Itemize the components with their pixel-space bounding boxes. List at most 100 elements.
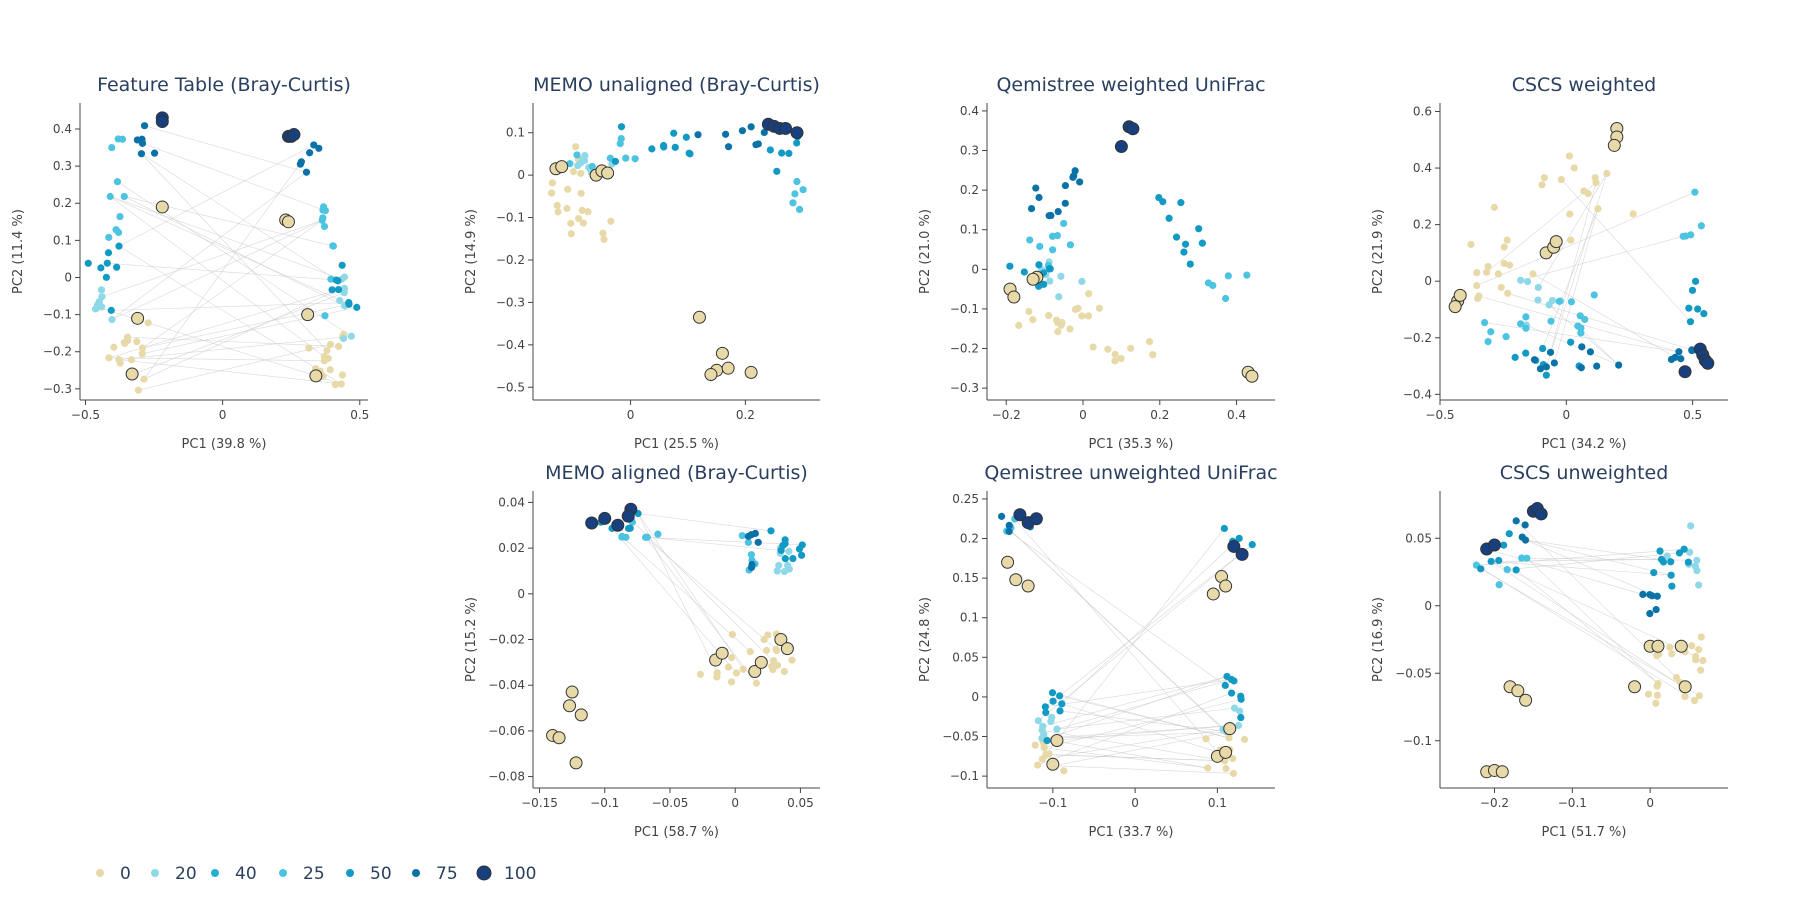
legend-item[interactable]: 50 xyxy=(346,864,392,884)
data-point xyxy=(1538,181,1546,189)
data-point xyxy=(1248,541,1256,549)
data-point xyxy=(94,303,102,311)
data-point xyxy=(1220,524,1228,533)
data-point xyxy=(1076,178,1084,186)
data-point xyxy=(1225,734,1233,742)
data-point xyxy=(105,354,113,362)
pair-link xyxy=(1486,182,1597,273)
pair-link xyxy=(1520,236,1684,281)
data-point xyxy=(1505,530,1513,538)
y-tick-label: −0.2 xyxy=(496,253,525,267)
data-point xyxy=(762,646,771,655)
pair-link xyxy=(1045,754,1225,762)
data-point xyxy=(1700,310,1708,318)
pair-link xyxy=(1561,179,1691,322)
data-point xyxy=(1186,260,1194,268)
data-point xyxy=(799,186,807,194)
y-tick-label: 0.05 xyxy=(952,650,979,664)
data-point xyxy=(127,356,136,364)
highlight-point xyxy=(1448,300,1462,314)
pair-link xyxy=(1538,173,1608,288)
data-point xyxy=(1055,293,1063,301)
data-point xyxy=(1652,699,1660,707)
pair-link xyxy=(111,220,323,320)
data-point xyxy=(1057,272,1065,280)
pair-link xyxy=(118,144,314,247)
highlight-point xyxy=(301,308,315,322)
pair-link xyxy=(127,336,339,347)
data-point xyxy=(110,343,118,351)
data-point xyxy=(1594,205,1602,213)
pair-link xyxy=(637,513,718,673)
highlight-point xyxy=(1219,579,1233,593)
x-axis-label: PC1 (25.5 %) xyxy=(634,437,719,452)
panel-title: Qemistree weighted UniFrac xyxy=(996,74,1265,96)
highlight-point xyxy=(774,633,788,646)
data-point xyxy=(1058,700,1066,708)
data-point xyxy=(1031,741,1039,749)
data-point xyxy=(1566,210,1574,218)
highlight-point xyxy=(721,361,735,375)
data-point xyxy=(1521,521,1529,529)
data-point xyxy=(338,261,346,269)
data-point xyxy=(713,673,721,681)
data-point xyxy=(1567,338,1575,346)
data-point xyxy=(1095,304,1103,312)
data-point xyxy=(1005,527,1013,536)
pair-link xyxy=(117,181,352,337)
legend-marker xyxy=(346,869,354,877)
data-point xyxy=(1672,673,1681,682)
data-point xyxy=(694,131,702,139)
data-point xyxy=(578,206,586,214)
data-point xyxy=(144,319,152,327)
highlight-point xyxy=(1453,288,1467,302)
legend: 0 20 40 25 50 75 100 xyxy=(96,864,536,884)
legend-item[interactable]: 0 xyxy=(96,864,131,884)
data-point xyxy=(140,375,148,383)
pcoa-panel-4: CSCS weighted −0.5 0 0.5 −0.4 −0.2 0 0.2 0.4 0.6 P… xyxy=(1371,74,1728,452)
y-tick-label: −0.2 xyxy=(43,345,72,359)
y-axis-label: PC2 (24.8 %) xyxy=(918,597,933,682)
data-point xyxy=(1500,259,1508,267)
highlight-point xyxy=(1678,680,1692,694)
pcoa-panel-3: Qemistree weighted UniFrac −0.2 0 0.2 0.4 −0.… xyxy=(918,74,1275,452)
data-point xyxy=(138,350,146,358)
data-point xyxy=(769,657,778,665)
legend-item[interactable]: 75 xyxy=(412,864,458,884)
data-point xyxy=(1048,689,1057,697)
data-point xyxy=(752,141,760,149)
data-point xyxy=(1546,348,1555,356)
data-point xyxy=(793,139,801,147)
highlight-point xyxy=(1511,684,1525,698)
data-point xyxy=(115,242,123,250)
legend-item[interactable]: 25 xyxy=(279,864,325,884)
data-point xyxy=(321,207,330,215)
data-point xyxy=(353,303,361,311)
highlight-point xyxy=(692,310,706,324)
data-point xyxy=(739,665,747,673)
data-point xyxy=(1639,590,1647,599)
data-point xyxy=(1659,558,1668,566)
x-axis-label: PC1 (33.7 %) xyxy=(1089,825,1174,840)
pair-link xyxy=(638,513,772,532)
y-tick-label: 0 xyxy=(517,168,525,182)
y-tick-label: −0.1 xyxy=(496,211,525,225)
legend-item[interactable]: 40 xyxy=(211,864,257,884)
data-point xyxy=(1056,707,1064,715)
data-point xyxy=(1629,210,1637,218)
x-tick-label: 0.5 xyxy=(1683,408,1702,422)
pair-link xyxy=(141,153,337,281)
panel-title: CSCS unweighted xyxy=(1500,462,1669,484)
x-tick-label: 0 xyxy=(731,796,739,810)
data-point xyxy=(338,371,347,379)
highlight-point xyxy=(1046,757,1060,771)
data-point xyxy=(785,565,793,573)
data-point xyxy=(567,230,575,238)
data-point xyxy=(1040,744,1048,752)
data-point xyxy=(548,179,557,187)
legend-item[interactable]: 100 xyxy=(476,864,536,884)
y-tick-label: 0 xyxy=(971,262,979,276)
data-point xyxy=(1223,672,1231,681)
pair-link xyxy=(101,220,323,298)
legend-item[interactable]: 20 xyxy=(151,864,197,884)
